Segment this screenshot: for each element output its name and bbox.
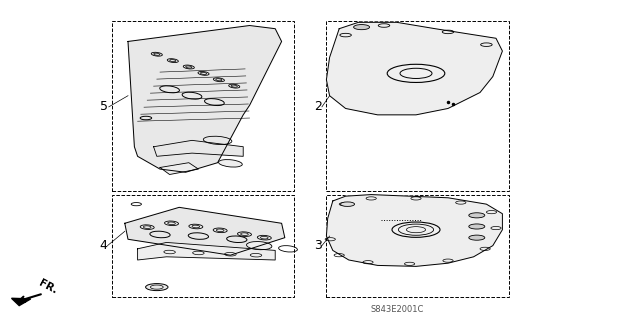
Text: 3: 3	[314, 239, 322, 252]
Polygon shape	[326, 195, 502, 266]
Text: 4: 4	[100, 239, 108, 252]
Polygon shape	[125, 207, 285, 255]
Ellipse shape	[340, 202, 355, 206]
Polygon shape	[154, 140, 243, 156]
Text: 5: 5	[100, 100, 108, 113]
Ellipse shape	[246, 241, 272, 250]
Polygon shape	[326, 22, 502, 115]
Bar	[326, 21, 509, 191]
Bar	[112, 195, 294, 297]
Ellipse shape	[468, 213, 485, 218]
Ellipse shape	[387, 64, 445, 83]
Polygon shape	[128, 26, 282, 172]
Ellipse shape	[146, 284, 168, 291]
Ellipse shape	[218, 160, 243, 167]
Bar	[326, 195, 509, 297]
Text: S843E2001C: S843E2001C	[370, 305, 424, 314]
Bar	[112, 21, 294, 191]
Polygon shape	[12, 298, 31, 306]
Text: FR.: FR.	[37, 278, 59, 296]
Ellipse shape	[353, 25, 370, 30]
Text: 2: 2	[314, 100, 322, 113]
Ellipse shape	[392, 222, 440, 237]
Ellipse shape	[468, 235, 485, 240]
Polygon shape	[160, 163, 198, 174]
Polygon shape	[138, 242, 275, 260]
Ellipse shape	[468, 224, 485, 229]
